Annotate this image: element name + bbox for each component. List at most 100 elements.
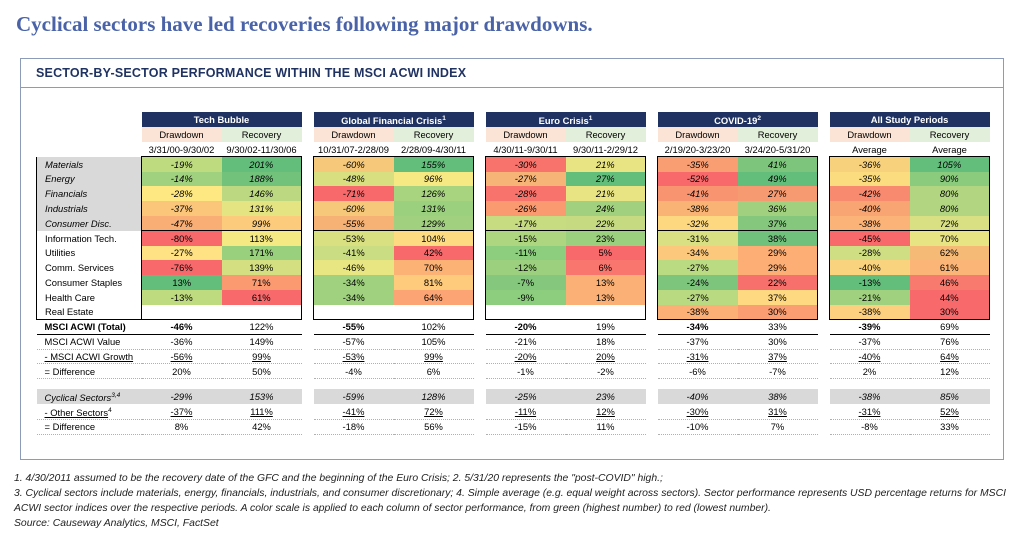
value-cell: -38% xyxy=(829,304,910,320)
value-text: -34% xyxy=(686,247,709,259)
value-cell: -53% xyxy=(313,230,394,246)
value-text: 20% xyxy=(596,350,615,362)
column-gap xyxy=(645,245,658,261)
value-cell: -2% xyxy=(565,363,646,380)
value-cell: 155% xyxy=(393,156,474,172)
column-gap xyxy=(473,419,486,435)
row-label: Consumer Staples xyxy=(36,275,142,290)
column-gap xyxy=(645,275,658,290)
value-cell: 131% xyxy=(393,201,474,216)
value-text: -11% xyxy=(514,405,537,417)
value-text: -38% xyxy=(858,306,881,318)
column-gap xyxy=(817,388,830,404)
value-text: -37% xyxy=(686,336,709,348)
column-gap xyxy=(473,201,486,216)
value-text: -42% xyxy=(858,188,881,200)
value-text: -37% xyxy=(858,336,881,348)
value-text: 129% xyxy=(421,217,446,229)
value-cell: -60% xyxy=(313,201,394,216)
row-label: = Difference xyxy=(36,363,142,380)
row-label-text: Information Tech. xyxy=(45,232,117,244)
value-text: -41% xyxy=(342,405,365,417)
value-text: -37% xyxy=(170,405,193,417)
performance-panel: SECTOR-BY-SECTOR PERFORMANCE WITHIN THE … xyxy=(20,58,1004,460)
period-date: 2/19/20-3/23/20 xyxy=(657,141,738,158)
column-gap xyxy=(473,289,486,305)
value-text: -18% xyxy=(342,421,365,433)
value-text: 81% xyxy=(423,276,443,288)
value-text: -25% xyxy=(514,390,537,402)
value-cell: 18% xyxy=(565,334,646,350)
value-text: -1% xyxy=(517,365,534,377)
value-cell: 37% xyxy=(737,215,818,231)
value-cell: -7% xyxy=(737,363,818,380)
value-text: -7% xyxy=(769,365,786,377)
value-text: -7% xyxy=(517,276,535,288)
column-gap xyxy=(645,186,658,202)
value-text: 70% xyxy=(423,262,443,274)
value-cell: 13% xyxy=(565,275,646,290)
value-cell: -26% xyxy=(485,201,566,216)
value-cell: -13% xyxy=(829,275,910,290)
value-text: 18% xyxy=(596,336,615,348)
value-cell: -24% xyxy=(657,275,738,290)
value-text: 36% xyxy=(767,203,787,214)
value-cell: 31% xyxy=(737,403,818,420)
value-cell: -47% xyxy=(141,215,222,231)
column-gap xyxy=(301,419,314,435)
group-name: Tech Bubble xyxy=(193,114,250,126)
value-cell: -76% xyxy=(141,260,222,276)
drawdown-header: Drawdown xyxy=(141,127,222,142)
value-text: 42% xyxy=(423,247,443,259)
value-text: -34% xyxy=(342,291,365,303)
value-cell: 131% xyxy=(221,201,302,216)
value-text: 30% xyxy=(767,306,787,318)
value-cell xyxy=(313,304,394,320)
column-gap xyxy=(473,127,486,142)
value-cell: -46% xyxy=(141,318,222,335)
value-cell: 27% xyxy=(565,171,646,187)
row-label-text: MSCI ACWI Value xyxy=(44,336,121,348)
value-cell: -35% xyxy=(829,171,910,187)
value-text: 171% xyxy=(249,247,274,259)
column-gap xyxy=(645,112,658,128)
value-text: 105% xyxy=(937,158,962,170)
value-text: 80% xyxy=(939,188,959,200)
value-text: 64% xyxy=(423,291,443,303)
value-cell: 44% xyxy=(909,289,990,305)
value-text: 155% xyxy=(421,158,446,170)
row-label: MSCI ACWI (Total) xyxy=(36,318,142,335)
value-text: -31% xyxy=(858,405,881,417)
row-label-text: - Other Sectors xyxy=(44,406,109,418)
column-gap xyxy=(645,156,658,172)
value-text: -38% xyxy=(686,306,709,318)
value-text: 33% xyxy=(768,321,787,333)
value-text: -38% xyxy=(686,203,709,214)
sector-row: Real Estate -38% 30% -38% 30% xyxy=(36,304,990,320)
value-text: 37% xyxy=(767,217,787,229)
value-text: 96% xyxy=(423,173,443,185)
value-cell: -38% xyxy=(829,215,910,231)
column-gap xyxy=(817,304,830,320)
column-gap xyxy=(645,171,658,187)
value-text: 72% xyxy=(939,217,959,229)
value-text: -40% xyxy=(858,203,881,214)
value-cell: 49% xyxy=(737,171,818,187)
value-cell: 24% xyxy=(565,201,646,216)
sector-row: Materials -19% 201% -60% 155% -30% 21% -35% 41% -… xyxy=(36,156,990,172)
value-text: -35% xyxy=(858,173,881,185)
value-cell: 61% xyxy=(221,289,302,305)
value-text: -36% xyxy=(858,158,881,170)
row-label-text: Consumer Staples xyxy=(45,276,123,288)
value-cell: 37% xyxy=(737,349,818,365)
row-label: = Difference xyxy=(36,419,142,435)
value-text: -55% xyxy=(342,217,365,229)
value-text: 104% xyxy=(421,232,446,244)
column-gap xyxy=(817,112,830,128)
value-text: 126% xyxy=(421,188,446,200)
row-footnote-ref: 4 xyxy=(108,406,112,414)
sector-row: Health Care -13% 61% -34% 64% -9% 13% -27% 37% -2… xyxy=(36,289,990,305)
value-text: 11% xyxy=(596,421,615,433)
value-cell: -9% xyxy=(485,289,566,305)
value-cell: -31% xyxy=(657,349,738,365)
